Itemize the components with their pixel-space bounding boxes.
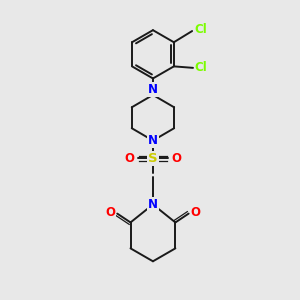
Text: Cl: Cl [195, 61, 208, 74]
Text: O: O [172, 152, 182, 165]
Text: O: O [124, 152, 134, 165]
Text: S: S [148, 152, 158, 165]
Text: N: N [148, 198, 158, 211]
Text: O: O [105, 206, 115, 219]
Text: Cl: Cl [194, 23, 207, 36]
Text: O: O [191, 206, 201, 219]
Text: N: N [148, 134, 158, 147]
Text: N: N [148, 83, 158, 96]
